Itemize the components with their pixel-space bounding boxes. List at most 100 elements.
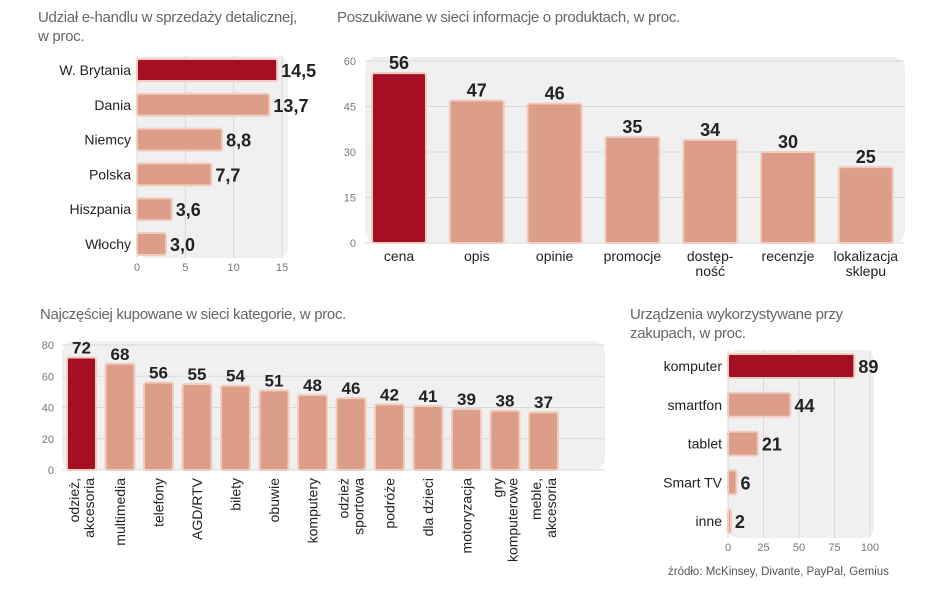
category-label: bilety	[228, 478, 244, 511]
bar	[727, 469, 738, 496]
bar	[143, 381, 174, 471]
value-label: 68	[111, 345, 130, 364]
bar	[104, 362, 136, 471]
value-label: 47	[467, 80, 487, 100]
bar	[526, 102, 583, 245]
category-label: cena	[384, 248, 415, 264]
value-label: 51	[265, 371, 284, 390]
title-line: zakupach, w proc.	[630, 325, 746, 342]
category-label: sportowa	[351, 478, 367, 535]
value-label: 41	[419, 387, 438, 406]
chart3-title: Najczęściej kupowane w sieci kategorie, …	[40, 305, 346, 324]
category-label: Hiszpania	[70, 201, 132, 217]
category-label: Smart TV	[663, 474, 723, 490]
bar	[258, 389, 290, 471]
bar	[727, 430, 759, 457]
bar	[528, 411, 559, 471]
value-label: 35	[622, 117, 642, 137]
value-label: 34	[700, 120, 720, 140]
category-label: dostęp-	[687, 248, 734, 264]
tick-label: 25	[757, 542, 769, 554]
tick-label: 0	[134, 262, 140, 274]
value-label: 56	[389, 53, 409, 73]
tick-label: 0	[350, 238, 356, 250]
source-note: źródło: McKinsey, Divante, PayPal, Gemiu…	[668, 566, 889, 578]
bar	[374, 403, 405, 471]
title-line: Udział e-handlu w sprzedaży detalicznej,	[38, 9, 297, 26]
value-label: 39	[457, 390, 476, 409]
category-label: komputer	[664, 358, 723, 374]
value-label: 6	[741, 473, 751, 493]
plot-panel	[137, 56, 288, 258]
chart2-title: Poszukiwane w sieci informacje o produkt…	[337, 8, 680, 27]
category-label: tablet	[688, 436, 722, 452]
category-label: meble,	[528, 478, 544, 520]
bar	[451, 408, 482, 471]
category-label: telefony	[151, 478, 167, 527]
value-label: 42	[380, 385, 399, 404]
category-label: AGD/RTV	[189, 477, 205, 540]
value-label: 7,7	[215, 165, 240, 185]
bar	[837, 166, 894, 245]
category-label: opinie	[536, 248, 574, 264]
category-label: Polska	[89, 166, 131, 182]
value-label: 14,5	[281, 61, 316, 81]
tick-label: 60	[344, 56, 356, 68]
value-label: 46	[545, 83, 565, 103]
category-label: motoryzacja	[459, 478, 475, 554]
category-label: komputery	[305, 478, 321, 543]
tick-label: 0	[48, 465, 54, 477]
tick-label: 15	[344, 193, 356, 205]
value-label: 30	[778, 132, 798, 152]
tick-label: 20	[42, 434, 54, 446]
value-label: 3,6	[176, 200, 201, 220]
value-label: 89	[858, 357, 878, 377]
bar	[727, 391, 792, 418]
bar	[181, 383, 213, 471]
bar	[727, 508, 732, 535]
tick-label: 0	[725, 542, 731, 554]
tick-label: 40	[42, 403, 54, 415]
value-label: 8,8	[226, 131, 251, 151]
title-line: Poszukiwane w sieci informacje o produkt…	[337, 9, 680, 26]
value-label: 56	[149, 364, 168, 383]
bar	[297, 394, 328, 471]
tick-label: 5	[182, 262, 188, 274]
value-label: 38	[496, 392, 515, 411]
bar	[371, 72, 427, 244]
bar	[489, 409, 521, 471]
category-label: akcesoria	[543, 478, 559, 538]
tick-label: 30	[344, 147, 356, 159]
category-label: odzież,	[66, 478, 82, 522]
category-label: opis	[464, 248, 490, 264]
category-label: obuwie	[266, 478, 282, 523]
category-label: akcesoria	[81, 478, 97, 538]
bar	[604, 135, 661, 244]
bar	[448, 99, 505, 244]
category-label: W. Brytania	[59, 62, 131, 78]
category-label: Włochy	[85, 236, 131, 252]
title-line: w proc.	[38, 28, 85, 45]
tick-label: 80	[42, 340, 54, 352]
tick-label: 75	[828, 542, 840, 554]
bar	[136, 92, 271, 117]
category-label: recenzje	[762, 248, 815, 264]
category-label: komputerowe	[505, 478, 521, 562]
tick-label: 10	[228, 262, 240, 274]
bar	[136, 162, 213, 187]
category-label: dla dzieci	[420, 478, 436, 536]
value-label: 13,7	[273, 96, 308, 116]
category-label: ność	[695, 263, 725, 279]
tick-label: 50	[793, 542, 805, 554]
bar	[682, 138, 739, 244]
title-line: Urządzenia wykorzystywane przy	[630, 306, 843, 323]
value-label: 55	[188, 365, 207, 384]
tick-label: 100	[861, 542, 879, 554]
category-label: multimedia	[112, 478, 128, 546]
value-label: 48	[303, 376, 322, 395]
value-label: 21	[762, 435, 782, 455]
tick-label: 15	[276, 262, 288, 274]
value-label: 25	[856, 147, 876, 167]
category-label: lokalizacja	[834, 248, 899, 264]
